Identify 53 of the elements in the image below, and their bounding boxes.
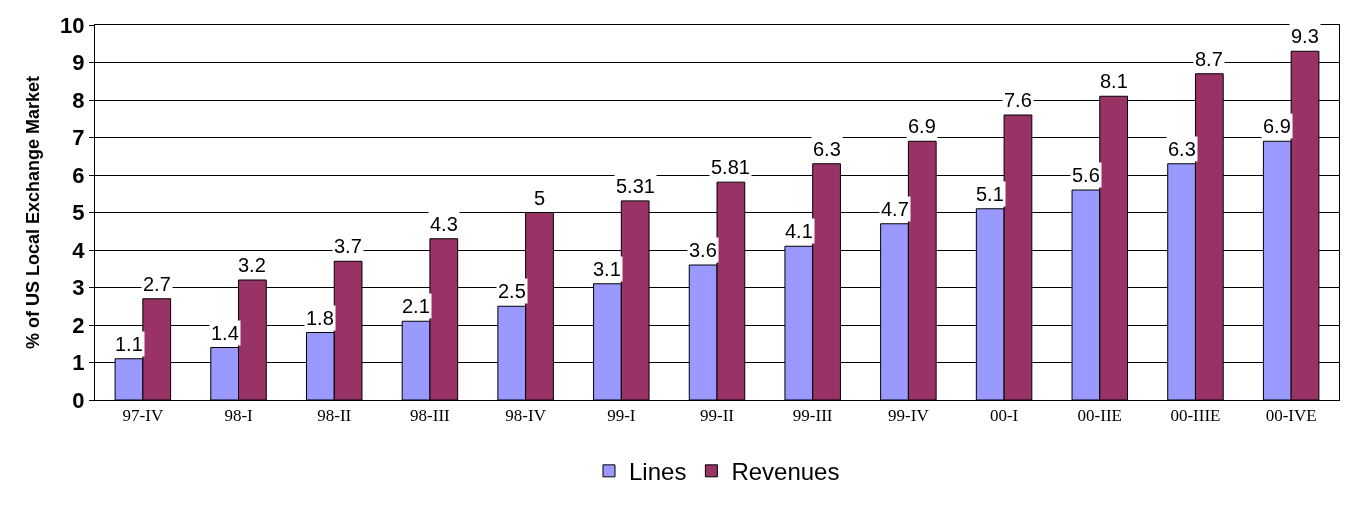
- x-tick-label: 99-IV: [888, 406, 930, 426]
- data-label: 4.1: [785, 220, 813, 242]
- y-tick-label: 1: [72, 350, 85, 376]
- data-label: 7.6: [1004, 89, 1032, 111]
- x-tick-label: 98-III: [410, 406, 451, 426]
- y-tick-label: 9: [72, 50, 85, 76]
- y-tick-label: 0: [72, 387, 85, 413]
- data-label: 2.7: [143, 273, 171, 295]
- x-tick-label: 00-IIE: [1077, 406, 1122, 426]
- y-tick-label: 6: [72, 162, 85, 188]
- data-label: 5.81: [711, 156, 750, 178]
- x-tick-label: 98-IV: [505, 406, 547, 426]
- y-tick-label: 4: [72, 237, 86, 263]
- y-tick-label: 2: [72, 312, 85, 338]
- legend-label: Revenues: [731, 458, 840, 486]
- x-tick-label: 98-II: [317, 406, 352, 426]
- data-label: 3.6: [689, 239, 717, 261]
- x-tick-label: 99-II: [700, 406, 735, 426]
- y-tick-label: 8: [72, 87, 85, 113]
- y-tick-label: 5: [72, 200, 85, 226]
- data-label: 4.7: [881, 198, 909, 220]
- data-label: 6.9: [1263, 115, 1291, 137]
- data-label: 8.7: [1195, 48, 1223, 70]
- x-tick-label: 98-I: [224, 406, 254, 426]
- data-label: 5.6: [1072, 164, 1100, 186]
- y-tick-label: 10: [60, 12, 85, 38]
- data-label: 6.9: [908, 115, 936, 137]
- y-tick-label: 3: [72, 275, 85, 301]
- x-tick-label: 97-IV: [122, 406, 164, 426]
- y-axis-title: % of US Local Exchange Market: [23, 75, 44, 350]
- x-tick-label: 00-IIIE: [1170, 406, 1221, 426]
- x-tick-label: 99-I: [607, 406, 636, 426]
- data-label: 8.1: [1100, 70, 1128, 92]
- data-label: 3.2: [238, 254, 266, 276]
- data-label: 2.1: [402, 295, 430, 317]
- x-tick-label: 00-I: [989, 406, 1019, 426]
- data-label: 5.1: [976, 183, 1004, 205]
- data-label: 3.1: [593, 258, 621, 280]
- data-label: 1.8: [306, 307, 334, 329]
- data-label: 6.3: [813, 138, 841, 160]
- data-label: 6.3: [1168, 138, 1196, 160]
- data-label: 2.5: [498, 280, 526, 302]
- y-tick-label: 7: [72, 125, 85, 151]
- data-label: 1.1: [115, 333, 143, 355]
- data-label: 5: [534, 187, 546, 209]
- data-label: 9.3: [1291, 25, 1319, 47]
- x-tick-label: 99-III: [792, 406, 833, 426]
- legend-label: Lines: [629, 458, 687, 486]
- data-label: 1.4: [211, 322, 239, 344]
- x-tick-label: 00-IVE: [1265, 406, 1317, 426]
- data-label: 4.3: [430, 213, 458, 235]
- data-label: 3.7: [334, 235, 362, 257]
- data-label: 5.31: [616, 175, 655, 197]
